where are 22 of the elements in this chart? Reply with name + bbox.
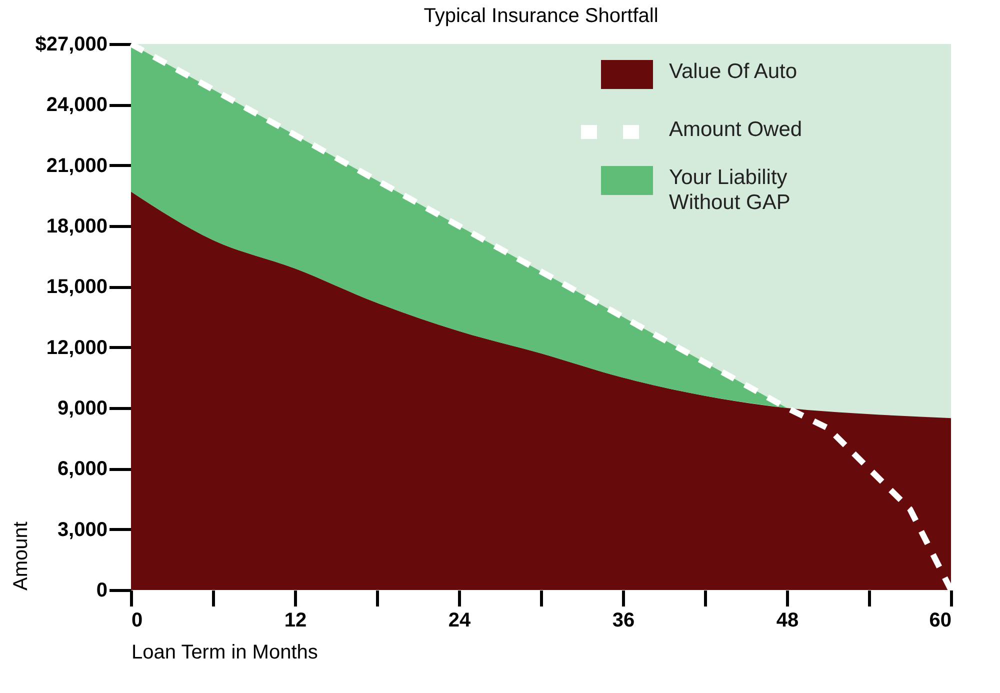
y-tick-label: 15,000 xyxy=(46,276,108,298)
x-tick-label: 60 xyxy=(929,610,952,632)
chart-title: Typical Insurance Shortfall xyxy=(424,5,658,27)
x-tick-label: 24 xyxy=(448,610,472,632)
x-tick-label: 12 xyxy=(284,610,307,632)
y-axis-title: Amount xyxy=(10,521,32,590)
y-tick-label: 0 xyxy=(96,580,108,602)
x-axis-title: Loan Term in Months xyxy=(132,642,318,664)
y-tick-label: 24,000 xyxy=(46,94,108,116)
y-tick-label: 18,000 xyxy=(46,216,108,238)
legend-label: Amount Owed xyxy=(669,118,802,141)
x-tick-label: 36 xyxy=(612,610,635,632)
legend-label: Value Of Auto xyxy=(669,60,798,83)
x-tick-label: 48 xyxy=(776,610,799,632)
x-tick-label: 0 xyxy=(132,610,143,632)
y-tick-label: 9,000 xyxy=(57,398,108,420)
y-tick-label: 21,000 xyxy=(46,154,108,177)
y-tick-label: 6,000 xyxy=(57,458,108,480)
y-tick-label: $27,000 xyxy=(35,34,108,56)
y-tick-label: 12,000 xyxy=(46,336,108,359)
legend-label: Your Liability Without GAP xyxy=(669,166,790,214)
y-tick-label: 3,000 xyxy=(57,518,108,541)
